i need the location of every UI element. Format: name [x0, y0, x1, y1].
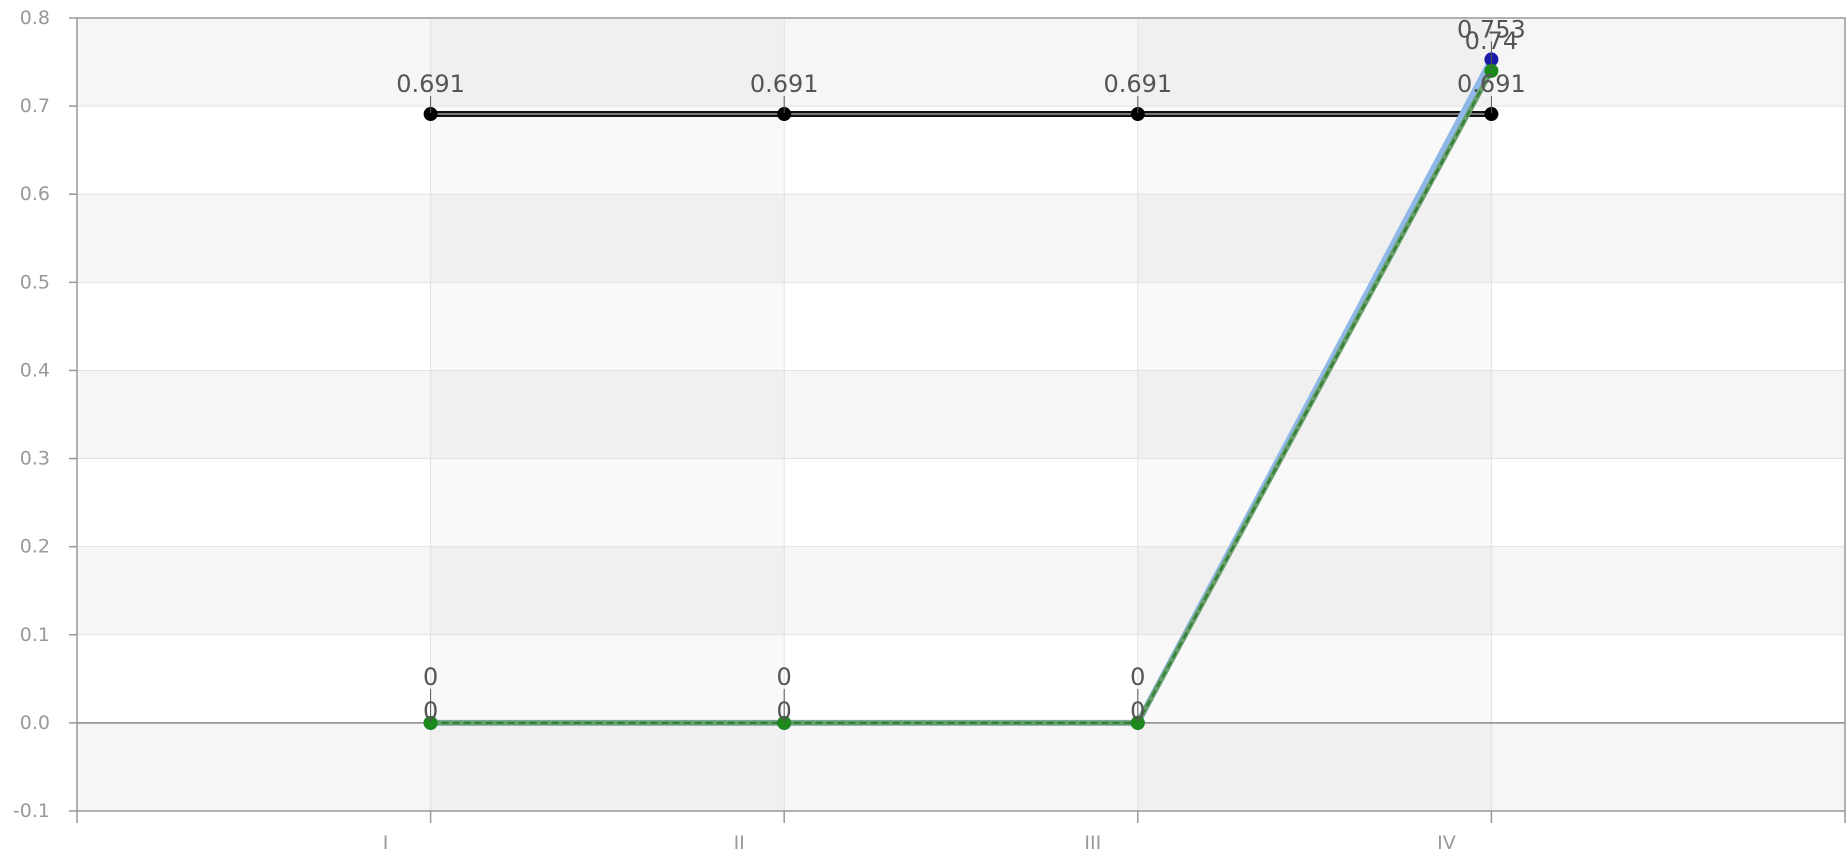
data-point	[1130, 107, 1145, 122]
data-label: 0.691	[750, 70, 819, 98]
y-tick-label: 0.7	[20, 95, 50, 117]
y-tick-label: 0.6	[20, 183, 50, 205]
y-tick-label: 0.1	[20, 624, 50, 646]
y-tick-label: 0.5	[20, 271, 50, 293]
x-tick-label: IV	[1437, 832, 1456, 854]
series-line	[430, 70, 1493, 724]
data-label: 0.691	[1457, 70, 1526, 98]
data-label: 0	[423, 697, 438, 725]
plot-band	[77, 546, 1845, 635]
y-tick-label: 0.8	[20, 7, 50, 29]
x-tick-label: I	[383, 832, 389, 854]
plot-band	[77, 106, 1845, 195]
x-tick-label: II	[734, 832, 745, 854]
data-label: 0	[777, 663, 792, 691]
plot-band	[77, 458, 1845, 547]
data-point	[777, 107, 792, 122]
x-tick-label: III	[1084, 832, 1101, 854]
plot-band	[77, 370, 1845, 459]
y-tick-label: 0.2	[20, 536, 50, 558]
plot-border	[76, 17, 1846, 812]
data-label: 0.753	[1457, 15, 1526, 43]
plot-band	[77, 194, 1845, 283]
y-tick-label: 0.0	[20, 712, 50, 734]
plot-band	[77, 634, 1845, 723]
plot-band	[77, 282, 1845, 371]
plot-band	[77, 722, 1845, 811]
data-label: 0.74	[1465, 27, 1518, 55]
y-tick-label: 0.4	[20, 359, 50, 381]
data-point	[1484, 63, 1499, 78]
data-point	[1484, 107, 1499, 122]
data-label: 0	[1130, 697, 1145, 725]
data-point	[423, 107, 438, 122]
plot-column-band	[1138, 18, 1492, 811]
data-label: 0.691	[396, 70, 465, 98]
data-label: 0	[423, 663, 438, 691]
data-label: 0	[777, 697, 792, 725]
plot-column-band	[431, 18, 785, 811]
plot-band	[77, 18, 1845, 107]
data-label: 0	[1130, 663, 1145, 691]
y-tick-label: -0.1	[13, 800, 50, 822]
data-label: 0.691	[1103, 70, 1172, 98]
series-group	[430, 69, 1494, 726]
y-tick-label: 0.3	[20, 448, 50, 470]
